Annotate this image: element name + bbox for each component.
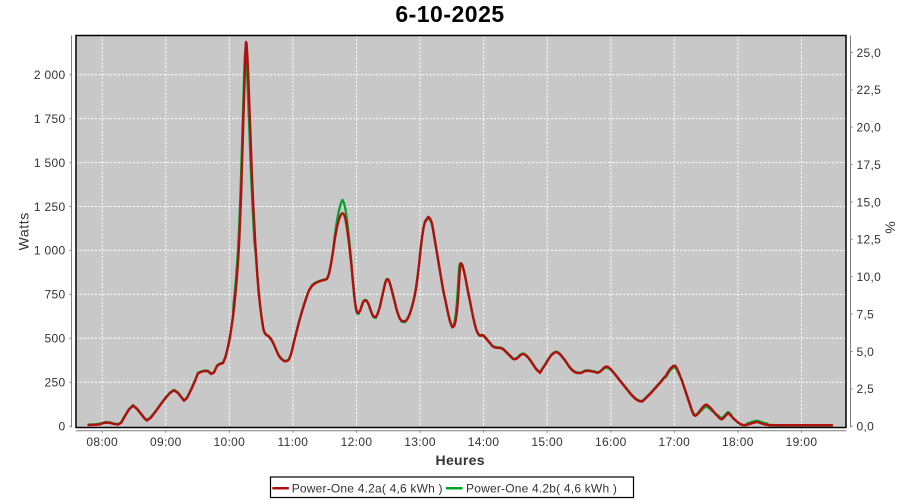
svg-text:250: 250	[44, 376, 65, 390]
svg-text:1 500: 1 500	[34, 156, 66, 170]
svg-text:18:00: 18:00	[722, 435, 754, 449]
svg-text:15:00: 15:00	[531, 435, 563, 449]
svg-text:25,0: 25,0	[857, 46, 882, 60]
svg-text:09:00: 09:00	[150, 435, 182, 449]
svg-text:Heures: Heures	[436, 452, 485, 468]
svg-text:500: 500	[44, 332, 65, 346]
svg-text:2 000: 2 000	[34, 68, 66, 82]
svg-text:13:00: 13:00	[404, 435, 436, 449]
svg-text:Watts: Watts	[16, 212, 32, 250]
svg-text:1 250: 1 250	[34, 200, 66, 214]
svg-text:%: %	[883, 221, 899, 233]
svg-text:19:00: 19:00	[786, 435, 818, 449]
svg-text:1 750: 1 750	[34, 112, 66, 126]
svg-text:16:00: 16:00	[595, 435, 627, 449]
svg-text:17,5: 17,5	[857, 158, 882, 172]
svg-text:6-10-2025: 6-10-2025	[395, 1, 504, 27]
svg-text:17:00: 17:00	[658, 435, 690, 449]
svg-text:14:00: 14:00	[468, 435, 500, 449]
svg-text:12,5: 12,5	[857, 233, 882, 247]
svg-text:Power-One 4.2b( 4,6 kWh ): Power-One 4.2b( 4,6 kWh )	[466, 482, 617, 496]
svg-text:0: 0	[58, 420, 65, 434]
svg-text:10:00: 10:00	[213, 435, 245, 449]
svg-text:Power-One 4.2a( 4,6 kWh ): Power-One 4.2a( 4,6 kWh )	[292, 482, 443, 496]
svg-text:15,0: 15,0	[857, 195, 882, 209]
svg-text:10,0: 10,0	[857, 270, 882, 284]
svg-text:0,0: 0,0	[857, 420, 875, 434]
svg-text:5,0: 5,0	[857, 345, 875, 359]
svg-text:2,5: 2,5	[857, 382, 875, 396]
svg-text:12:00: 12:00	[341, 435, 373, 449]
svg-text:20,0: 20,0	[857, 121, 882, 135]
svg-text:08:00: 08:00	[86, 435, 118, 449]
svg-text:7,5: 7,5	[857, 307, 875, 321]
svg-text:22,5: 22,5	[857, 83, 882, 97]
svg-text:11:00: 11:00	[278, 435, 309, 449]
svg-text:1 000: 1 000	[34, 244, 66, 258]
svg-text:750: 750	[44, 288, 65, 302]
